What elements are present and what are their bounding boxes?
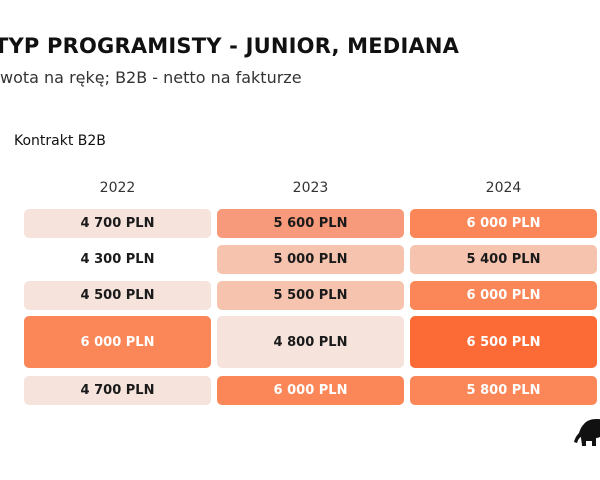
salary-cell-row4-2023: 4 800 PLN <box>217 316 404 368</box>
salary-cell-row1-2023: 5 600 PLN <box>217 209 404 238</box>
chart-title: TYP PROGRAMISTY - JUNIOR, MEDIANA <box>0 34 460 58</box>
salary-cell-row1-2024: 6 000 PLN <box>410 209 597 238</box>
salary-cell-row3-2024: 6 000 PLN <box>410 281 597 310</box>
salary-cell-row5-2022: 4 700 PLN <box>24 376 211 405</box>
year-header-2022: 2022 <box>99 180 136 196</box>
salary-cell-row2-2022: 4 300 PLN <box>24 245 211 274</box>
salary-cell-row3-2023: 5 500 PLN <box>217 281 404 310</box>
salary-cell-row3-2022: 4 500 PLN <box>24 281 211 310</box>
year-header-2024: 2024 <box>485 180 522 196</box>
salary-cell-row2-2024: 5 400 PLN <box>410 245 597 274</box>
salary-cell-row5-2024: 5 800 PLN <box>410 376 597 405</box>
salary-cell-row5-2023: 6 000 PLN <box>217 376 404 405</box>
year-header-2023: 2023 <box>292 180 329 196</box>
salary-cell-row4-2024: 6 500 PLN <box>410 316 597 368</box>
salary-cell-row1-2022: 4 700 PLN <box>24 209 211 238</box>
chart-subtitle: wota na rękę; B2B - netto na fakturze <box>0 68 302 87</box>
salary-cell-row2-2023: 5 000 PLN <box>217 245 404 274</box>
salary-cell-row4-2022: 6 000 PLN <box>24 316 211 368</box>
elephant-icon <box>574 419 600 446</box>
contract-type-label: Kontrakt B2B <box>14 133 106 149</box>
